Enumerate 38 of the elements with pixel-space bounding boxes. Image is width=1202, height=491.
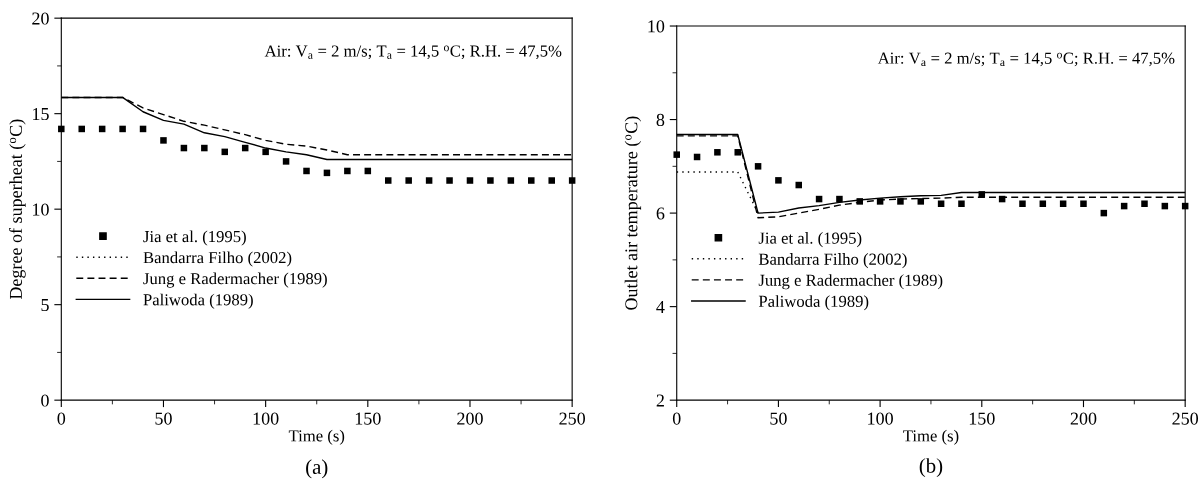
y-tick-label: 10 [648, 20, 665, 33]
y-tick-label: 20 [32, 12, 49, 25]
legend-label: Jung e Radermacher (1989) [143, 272, 327, 288]
y-tick-label: 10 [33, 203, 49, 216]
legend-label: Jia et al. (1995) [758, 232, 862, 248]
x-tick-label: 250 [1172, 412, 1199, 425]
annotation: Air: V$_{a}$ = 2 m/s; T$_{a}$ = 14,5 $^{o}$C; R.H. = 47,5% [877, 52, 1175, 67]
x-tick-label: 200 [1070, 412, 1097, 425]
x-tick-label: 150 [969, 412, 995, 425]
y-tick-label: 2 [656, 394, 664, 407]
legend-label: Jia et al. (1995) [143, 230, 246, 246]
text: (b) [919, 458, 943, 478]
x-tick-label: 0 [672, 412, 681, 425]
y-axis-title: Outlet air temperature ($^{o}$C) [624, 116, 642, 310]
y-tick-label: 4 [656, 301, 665, 313]
legend-label: Paliwoda (1989) [143, 293, 253, 309]
legend-label: Paliwoda (1989) [758, 295, 869, 311]
legend-label: Bandarra Filho (2002) [758, 253, 907, 269]
x-tick-label: 50 [155, 412, 172, 425]
legend-label: Bandarra Filho (2002) [143, 251, 292, 267]
x-tick-label: 100 [868, 412, 893, 425]
text: (a) [306, 459, 328, 479]
x-tick-label: 200 [457, 412, 483, 425]
y-tick-label: 8 [656, 113, 665, 126]
y-tick-label: 6 [656, 207, 665, 220]
annotation: Air: V$_{a}$ = 2 m/s; T$_{a}$ = 14,5 $^{o}$C; R.H. = 47,5% [264, 45, 562, 60]
x-tick-label: 250 [559, 412, 586, 425]
x-tick-label: 150 [355, 412, 381, 425]
y-tick-label: 5 [41, 299, 49, 312]
x-tick-label: 50 [770, 412, 787, 425]
y-tick-label: 15 [33, 108, 49, 121]
legend-label: Jung e Radermacher (1989) [758, 274, 943, 290]
x-tick-label: 0 [57, 412, 66, 425]
y-axis-title: Degree of superheat ($^{o}$C) [9, 119, 26, 300]
y-tick-label: 0 [41, 394, 49, 407]
x-axis-title: Time (s) [288, 429, 345, 445]
x-tick-label: 100 [253, 412, 279, 425]
x-axis-title: Time (s) [903, 429, 959, 445]
